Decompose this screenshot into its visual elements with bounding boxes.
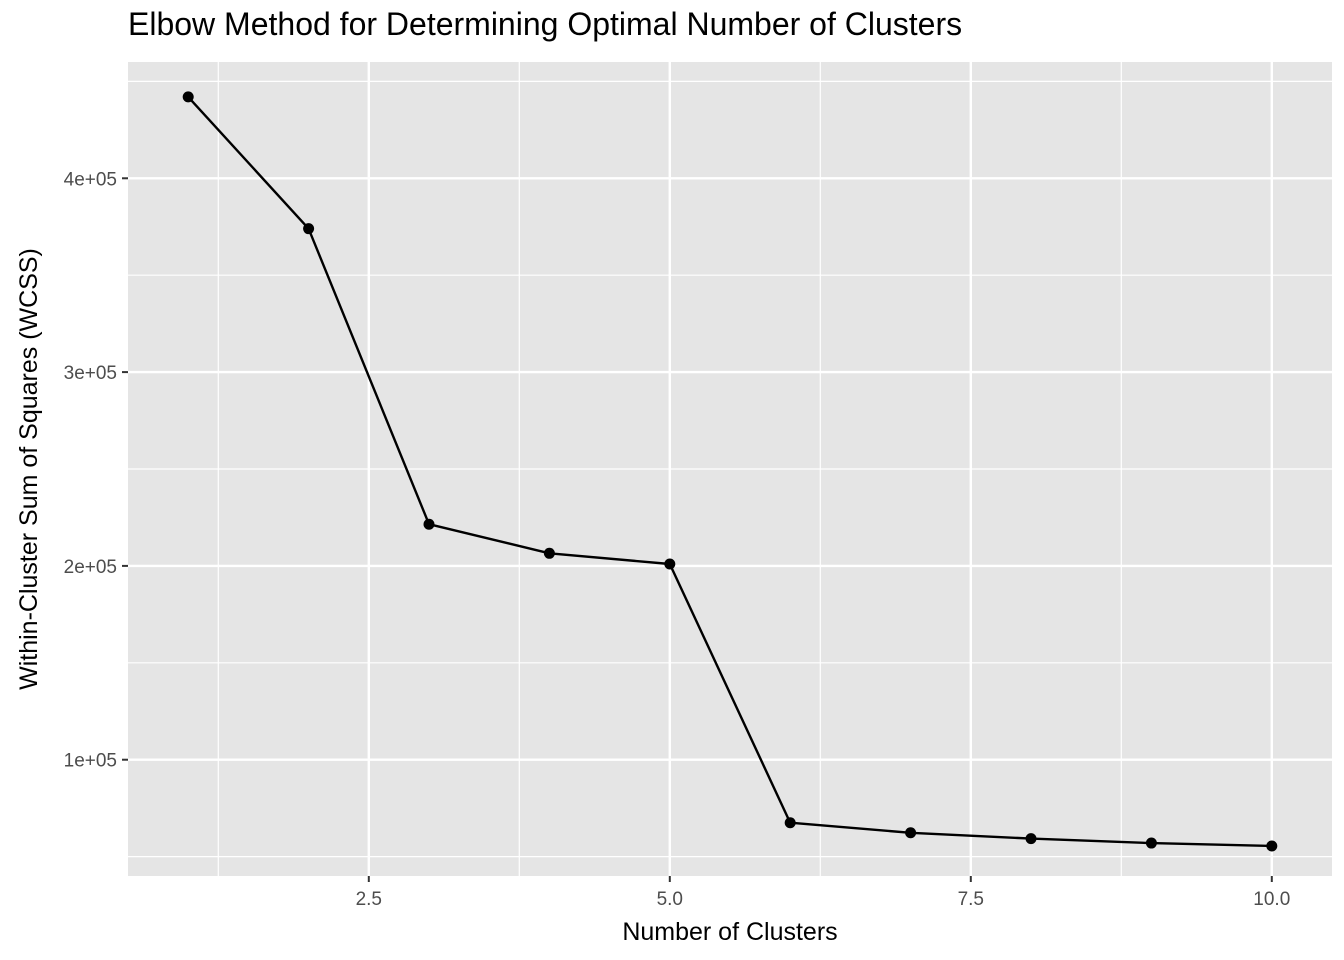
y-tick-label: 4e+05 — [64, 169, 117, 190]
data-point — [543, 547, 555, 559]
wcss-line — [187, 96, 1272, 848]
axis-ticks — [122, 177, 1273, 882]
data-point — [1266, 840, 1278, 852]
chart-title: Elbow Method for Determining Optimal Num… — [128, 6, 963, 42]
x-tick-label: 7.5 — [958, 889, 984, 910]
major-gridlines — [128, 62, 1332, 876]
y-tick-label: 3e+05 — [64, 363, 117, 384]
x-axis-title: Number of Clusters — [622, 918, 837, 946]
x-tick-label: 5.0 — [657, 889, 683, 910]
y-axis-title: Within-Cluster Sum of Squares (WCSS) — [15, 248, 43, 690]
data-point — [423, 518, 435, 530]
y-tick-label: 2e+05 — [64, 557, 117, 578]
wcss-series — [182, 91, 1278, 852]
x-tick-label: 2.5 — [356, 889, 382, 910]
data-point — [664, 558, 676, 570]
data-point — [303, 223, 315, 235]
data-point — [905, 827, 917, 839]
tick-labels: 2.5 5.0 7.5 10.0 1e+05 2e+05 3e+05 4e+05 — [64, 169, 1291, 910]
data-point — [1145, 837, 1157, 849]
y-tick-label: 1e+05 — [64, 751, 117, 772]
data-point — [1025, 833, 1037, 845]
data-point — [784, 817, 796, 829]
data-point — [182, 91, 194, 103]
x-tick-label: 10.0 — [1253, 889, 1290, 910]
